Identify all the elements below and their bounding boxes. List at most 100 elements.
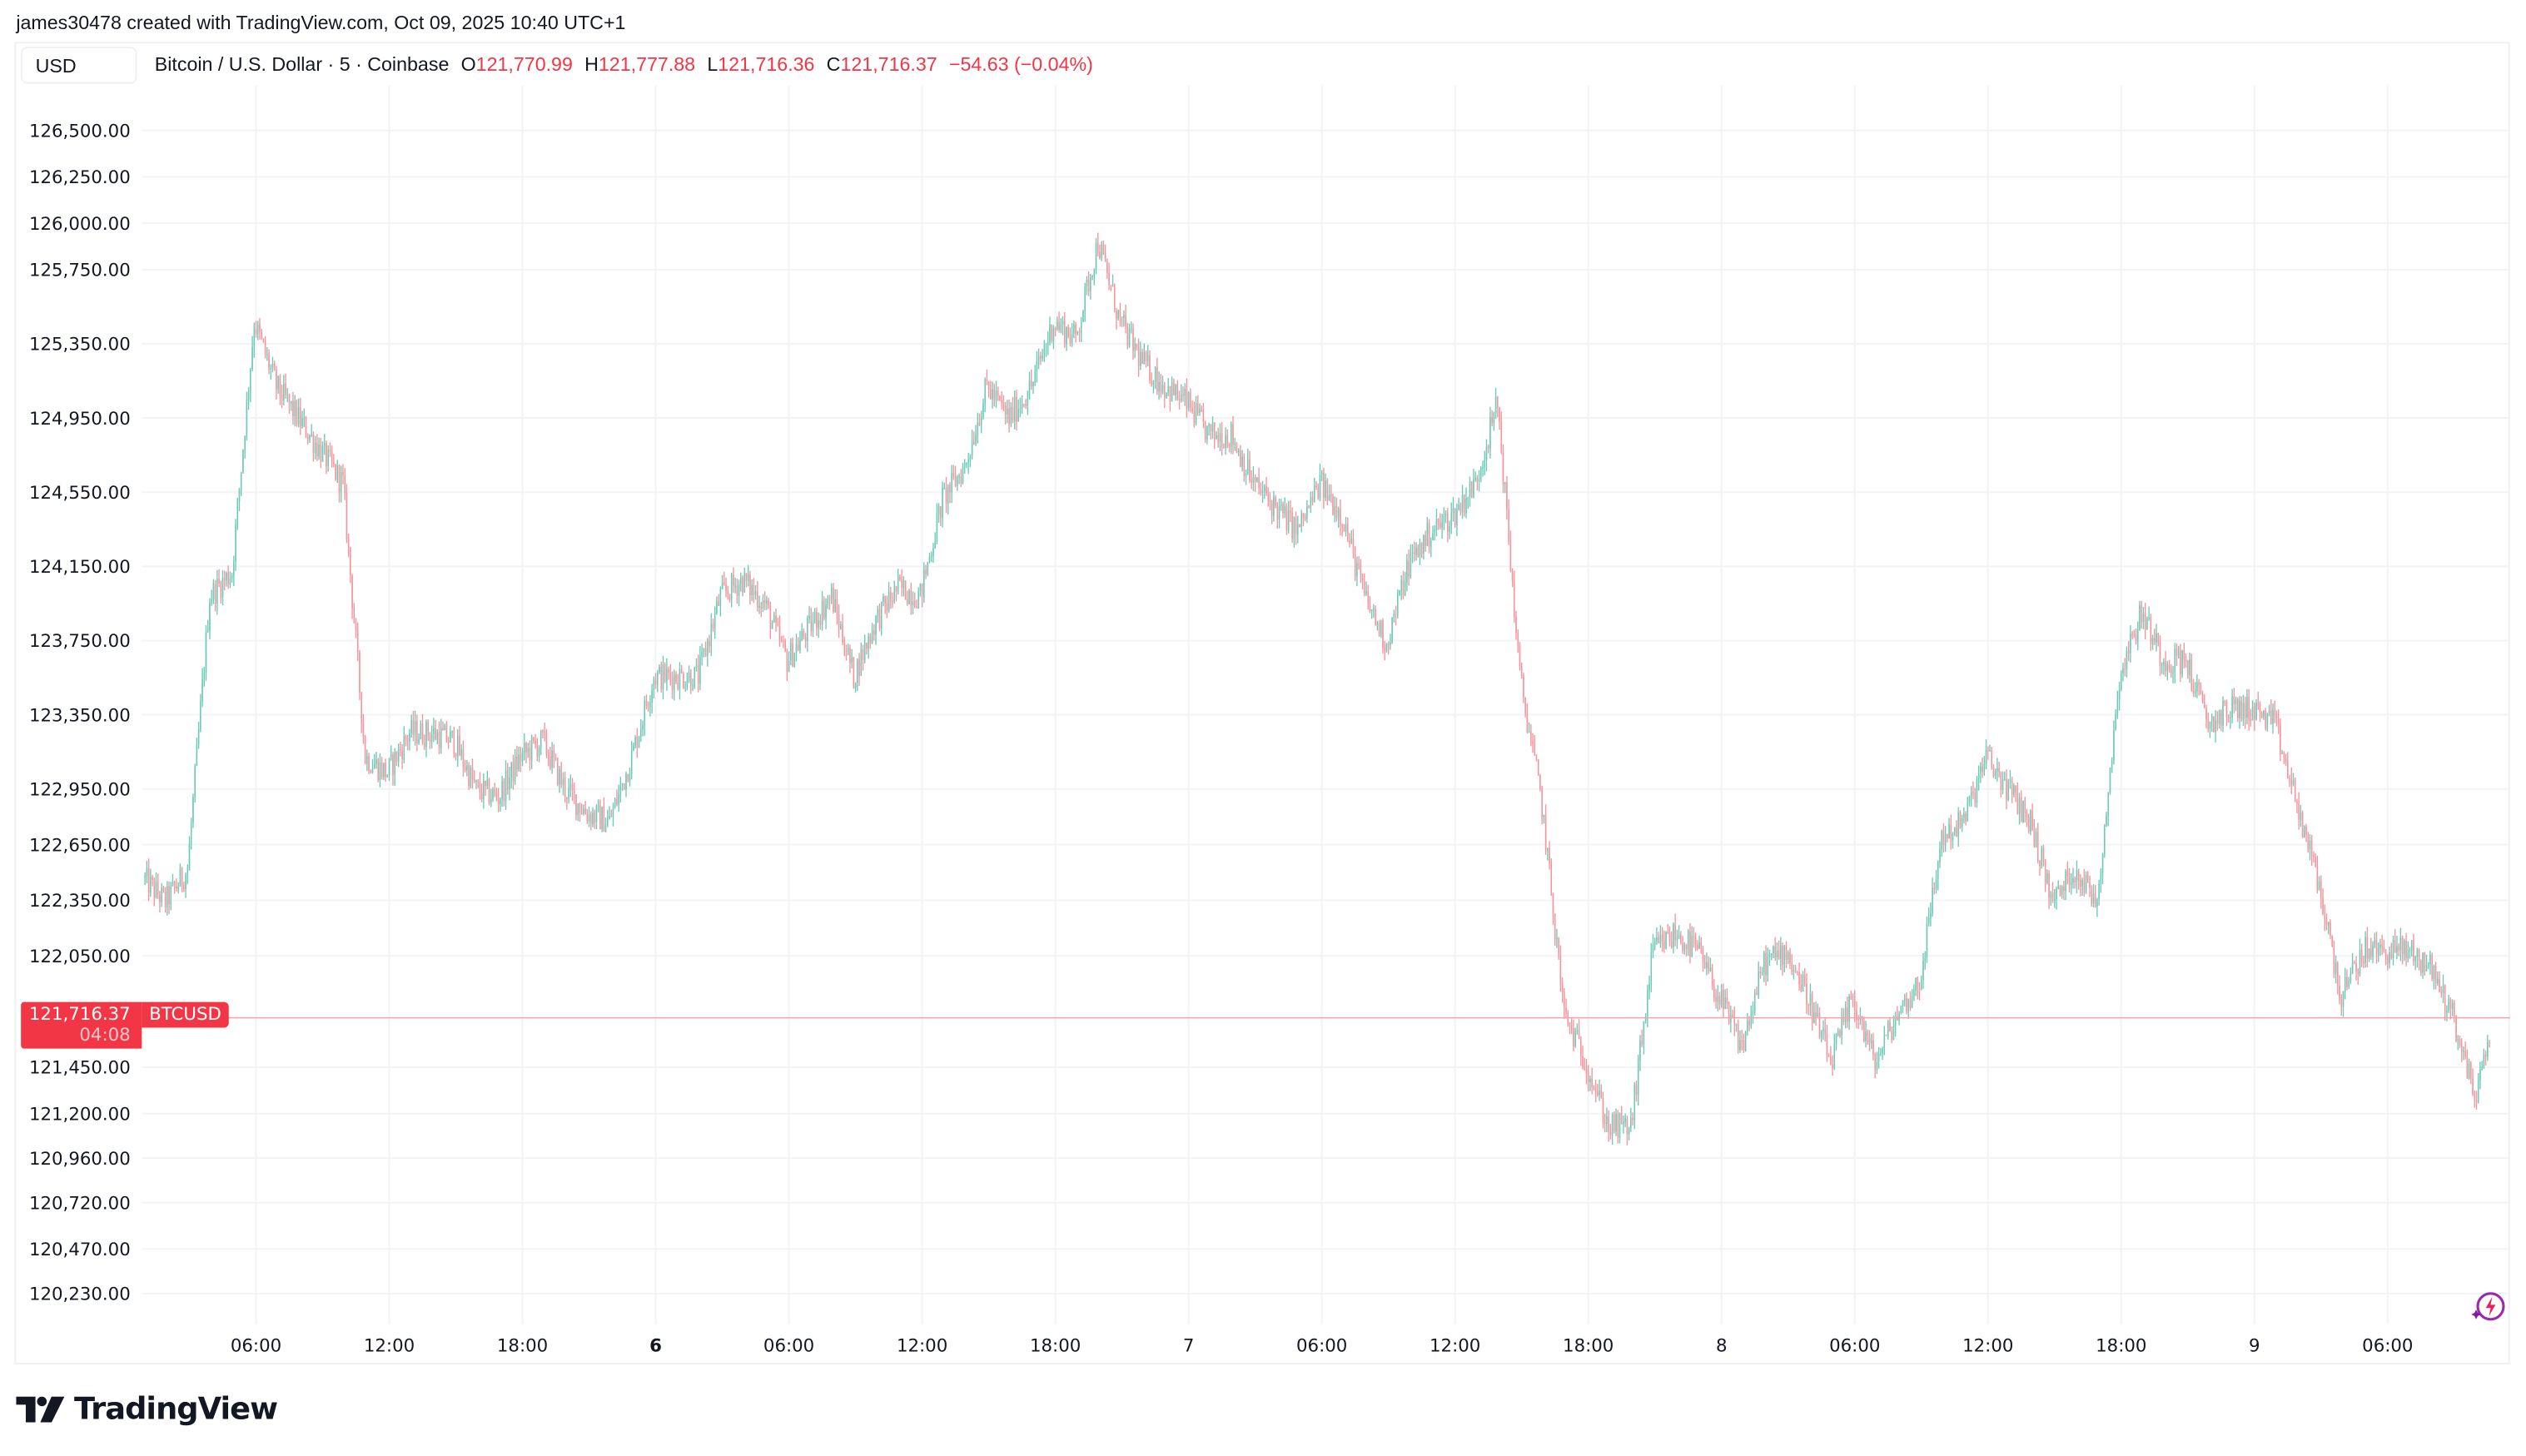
- candle-up: [651, 690, 653, 703]
- candle-down: [1850, 996, 1852, 1000]
- candle-down: [745, 573, 748, 581]
- price-tick-label: 121,450.00: [29, 1058, 131, 1079]
- candle-down: [973, 440, 975, 445]
- candle-down: [1051, 324, 1052, 341]
- candle-down: [803, 630, 805, 638]
- candle-down: [1360, 564, 1362, 578]
- candle-down: [316, 443, 318, 457]
- candle-down: [697, 665, 699, 684]
- sparkle-bolt-icon[interactable]: [2469, 1287, 2508, 1325]
- candle-down: [575, 794, 577, 815]
- candle-up: [640, 728, 642, 737]
- candle-up: [2374, 940, 2376, 946]
- candle-up: [686, 681, 689, 688]
- candle-up: [460, 749, 462, 756]
- candle-down: [675, 674, 677, 683]
- candle-down: [1173, 382, 1175, 395]
- candle-down: [1290, 510, 1291, 514]
- candle-up: [1644, 1016, 1647, 1021]
- candle-down: [1515, 616, 1517, 633]
- candle-up: [1802, 975, 1804, 991]
- candle-down: [1715, 997, 1717, 1002]
- candle-down: [494, 789, 495, 793]
- candle-up: [271, 363, 274, 368]
- candle-up: [2246, 696, 2248, 718]
- candle-down: [1933, 887, 1936, 890]
- candle-down: [533, 737, 535, 741]
- candle-down: [471, 768, 474, 780]
- time-tick-label: 06:00: [2362, 1335, 2413, 1356]
- candle-up: [2433, 965, 2435, 979]
- candle-down: [683, 673, 684, 688]
- candle-up: [1013, 396, 1016, 421]
- candle-down: [329, 450, 331, 452]
- candle-up: [1576, 1030, 1579, 1031]
- candle-up: [1146, 355, 1149, 361]
- candle-up: [980, 417, 982, 426]
- candle-up: [1687, 931, 1689, 949]
- candle-down: [1541, 788, 1543, 817]
- candle-down: [1728, 1003, 1730, 1023]
- candle-down: [2339, 985, 2340, 1001]
- candle-up: [1320, 472, 1323, 475]
- candle-down: [1509, 541, 1512, 571]
- tradingview-logo[interactable]: TradingView: [16, 1392, 278, 1427]
- candle-down: [1459, 504, 1462, 513]
- candle-down: [769, 605, 772, 629]
- candle-up: [1390, 642, 1391, 645]
- candle-up: [1952, 833, 1954, 841]
- candle-up: [318, 444, 320, 457]
- candle-down: [1221, 433, 1223, 448]
- candle-up: [172, 882, 174, 886]
- candle-down: [2346, 976, 2348, 987]
- candle-up: [1474, 477, 1476, 480]
- candle-up: [1080, 322, 1082, 333]
- candle-up: [1776, 951, 1778, 958]
- candle-down: [1726, 997, 1728, 1004]
- last-price-value: 121,716.37: [28, 1003, 131, 1025]
- time-tick-label: 12:00: [897, 1335, 947, 1356]
- currency-button[interactable]: USD: [21, 47, 137, 84]
- price-tick-label: 126,000.00: [29, 214, 131, 235]
- candle-down: [1723, 990, 1724, 1009]
- candle-down: [2207, 719, 2210, 729]
- candle-down: [480, 793, 483, 799]
- candle-down: [2237, 698, 2239, 719]
- candle-down: [1382, 621, 1384, 648]
- candle-up: [559, 768, 560, 785]
- candle-down: [2440, 991, 2443, 993]
- candle-up: [1870, 1040, 1872, 1044]
- candle-down: [1295, 517, 1297, 534]
- candle-down: [1532, 742, 1534, 744]
- candle-up: [625, 773, 627, 789]
- candle-down: [520, 754, 522, 762]
- candle-up: [1619, 1113, 1621, 1138]
- candle-down: [1917, 977, 1919, 989]
- candle-down: [1685, 944, 1688, 949]
- candle-up: [383, 763, 385, 778]
- candle-up: [1287, 510, 1290, 531]
- candle-down: [1514, 581, 1515, 617]
- candle-down: [1700, 942, 1703, 950]
- candle-up: [1077, 331, 1079, 334]
- candle-down: [1508, 509, 1509, 542]
- candle-down: [1807, 1004, 1809, 1006]
- candle-down: [733, 574, 734, 586]
- candle-down: [488, 779, 490, 803]
- candle-down: [869, 636, 872, 644]
- candle-down: [1791, 962, 1793, 972]
- candle-up: [694, 666, 696, 688]
- candle-down: [573, 791, 575, 795]
- candle-down: [1176, 384, 1179, 400]
- candle-down: [1600, 1090, 1603, 1098]
- candle-down: [866, 643, 868, 649]
- candle-down: [445, 725, 448, 742]
- candle-down: [359, 652, 361, 693]
- candle-down: [823, 600, 825, 619]
- candle-down: [1942, 830, 1945, 846]
- symbol-title[interactable]: Bitcoin / U.S. Dollar · 5 · Coinbase: [154, 52, 450, 76]
- candle-up: [1783, 945, 1786, 966]
- candle-down: [353, 608, 356, 624]
- candle-up: [201, 678, 203, 702]
